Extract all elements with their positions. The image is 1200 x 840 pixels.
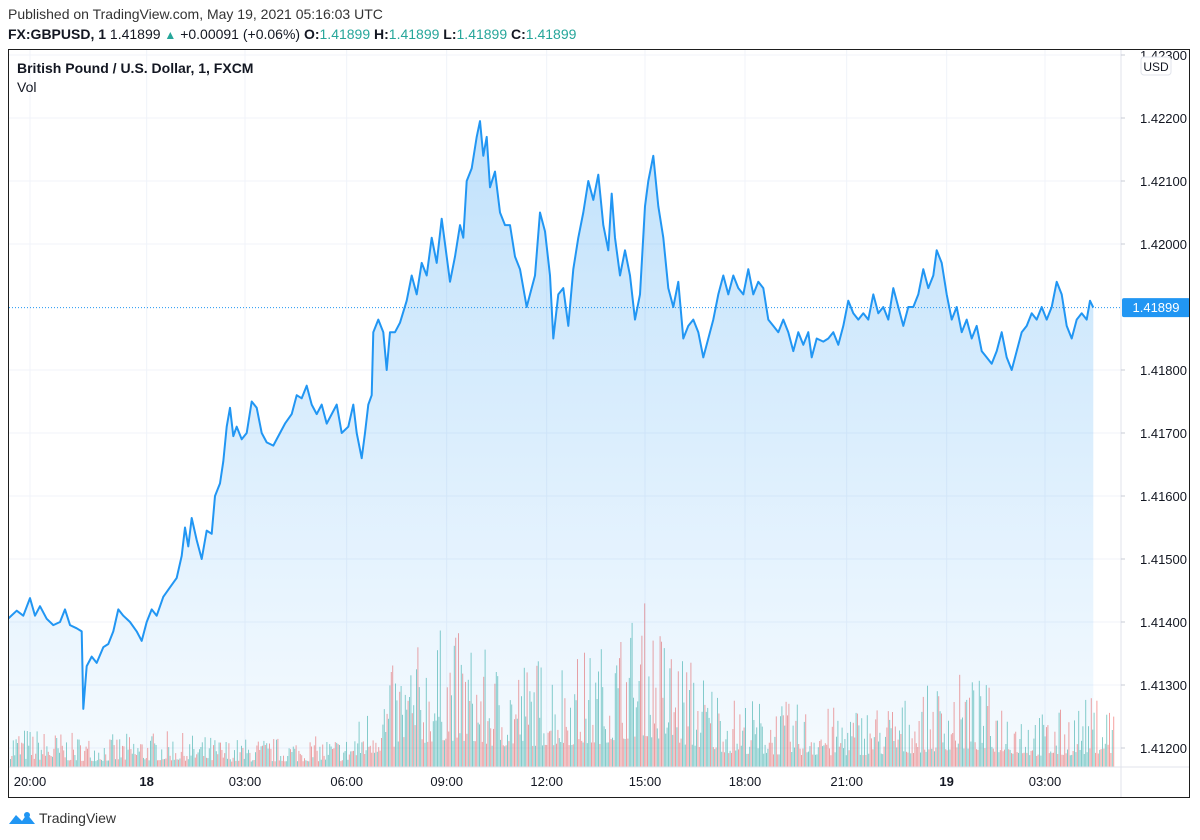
- volume-bar: [1110, 753, 1112, 767]
- time-axis[interactable]: 20:00 18 03:00 06:00 09:00 12:00 15:00 18:00 21:…: [14, 774, 1062, 789]
- price-area: [9, 121, 1094, 767]
- y-tick-label: 1.42000: [1140, 237, 1187, 252]
- low-label: L:: [443, 26, 457, 42]
- volume-bar: [1106, 714, 1108, 767]
- volume-bar: [1095, 752, 1096, 767]
- x-tick-label: 03:00: [1029, 774, 1062, 789]
- volume-bar: [1100, 749, 1102, 767]
- volume-bar: [1096, 700, 1098, 767]
- currency-badge[interactable]: USD: [1140, 56, 1172, 76]
- y-tick-label: 1.41800: [1140, 363, 1187, 378]
- volume-bar: [1099, 749, 1101, 767]
- x-tick-label: 18: [139, 774, 153, 789]
- close-label: C:: [511, 26, 526, 42]
- x-tick-label: 20:00: [14, 774, 47, 789]
- volume-bar: [1093, 712, 1095, 767]
- y-tick-label: 1.41500: [1140, 552, 1187, 567]
- price-axis[interactable]: 1.423001.422001.421001.420001.418001.417…: [1121, 48, 1187, 756]
- high-label: H:: [374, 26, 389, 42]
- open-value: 1.41899: [319, 26, 371, 42]
- x-tick-label: 18:00: [729, 774, 762, 789]
- x-tick-label: 21:00: [830, 774, 863, 789]
- up-triangle-icon: ▲: [164, 28, 177, 42]
- y-tick-label: 1.41400: [1140, 615, 1187, 630]
- y-tick-label: 1.41600: [1140, 489, 1187, 504]
- volume-bar: [1107, 744, 1109, 767]
- y-tick-label: 1.42100: [1140, 174, 1187, 189]
- x-tick-label: 03:00: [229, 774, 262, 789]
- y-tick-label: 1.41200: [1140, 741, 1187, 756]
- published-caption: Published on TradingView.com, May 19, 20…: [8, 6, 383, 22]
- last-price-label: 1.41899: [1133, 300, 1180, 315]
- volume-bar: [1113, 716, 1115, 767]
- volume-bar: [1111, 730, 1113, 767]
- volume-bar: [1103, 748, 1105, 767]
- low-value: 1.41899: [456, 26, 508, 42]
- brand-name: TradingView: [39, 810, 117, 826]
- volume-bar: [1104, 743, 1106, 767]
- tradingview-logo[interactable]: TradingView: [8, 810, 116, 826]
- y-tick-label: 1.41700: [1140, 426, 1187, 441]
- y-tick-label: 1.41300: [1140, 678, 1187, 693]
- x-tick-label: 15:00: [629, 774, 662, 789]
- x-tick-label: 09:00: [430, 774, 463, 789]
- open-label: O:: [303, 26, 320, 42]
- close-value: 1.41899: [525, 26, 577, 42]
- x-tick-label: 19: [939, 774, 953, 789]
- chart-frame: [8, 49, 1190, 798]
- legend-title: British Pound / U.S. Dollar, 1, FXCM: [17, 60, 254, 76]
- last-price: 1.41899: [109, 26, 161, 42]
- x-tick-label: 12:00: [530, 774, 563, 789]
- volume-bar: [1109, 712, 1110, 767]
- legend-vol: Vol: [17, 79, 37, 95]
- currency-label: USD: [1143, 60, 1169, 74]
- tradingview-logo-icon: [9, 812, 35, 824]
- symbol: FX:GBPUSD, 1: [8, 26, 107, 42]
- price-line: [9, 120, 1095, 710]
- volume-bar: [1097, 753, 1099, 767]
- last-price-badge: 1.41899: [1122, 298, 1190, 318]
- x-tick-label: 06:00: [330, 774, 363, 789]
- price-change: +0.00091 (+0.06%): [180, 26, 301, 42]
- y-tick-label: 1.42200: [1140, 111, 1187, 126]
- volume-bar: [1102, 737, 1103, 767]
- quote-bar: FX:GBPUSD, 1 1.41899 ▲ +0.00091 (+0.06%)…: [8, 26, 576, 42]
- high-value: 1.41899: [388, 26, 440, 42]
